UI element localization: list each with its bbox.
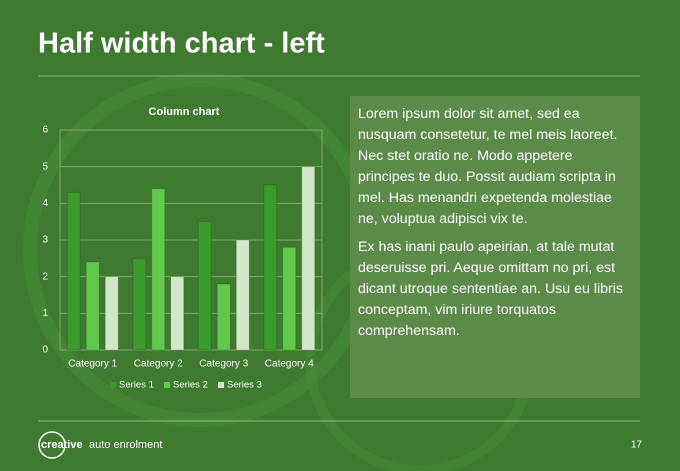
y-tick-label: 6 — [42, 125, 48, 136]
x-tick-label: Category 3 — [199, 359, 248, 370]
text-box: Lorem ipsum dolor sit amet, sed ea nusqu… — [350, 96, 640, 398]
logo-mark — [38, 431, 66, 459]
legend-label: Series 1 — [119, 380, 154, 391]
y-tick-label: 0 — [42, 345, 48, 356]
legend-label: Series 3 — [227, 380, 262, 391]
bar — [85, 261, 100, 351]
legend-swatch — [164, 382, 170, 388]
bar — [104, 276, 119, 351]
legend-label: Series 2 — [173, 380, 208, 391]
legend-swatch — [218, 382, 224, 388]
bar — [132, 257, 147, 351]
bar — [282, 246, 297, 351]
bar — [66, 191, 81, 351]
page-number: 17 — [631, 440, 643, 451]
bar — [263, 184, 278, 351]
paragraph: Ex has inani paulo apeirian, at tale mut… — [358, 239, 623, 339]
bar — [151, 188, 166, 351]
y-tick-label: 2 — [42, 271, 48, 282]
y-tick-label: 3 — [42, 235, 48, 246]
paragraph: Lorem ipsum dolor sit amet, sed ea nusqu… — [358, 106, 618, 227]
logo-brand: creative — [41, 439, 83, 451]
x-tick-label: Category 4 — [265, 359, 314, 370]
x-tick-label: Category 1 — [68, 359, 117, 370]
y-tick-label: 5 — [42, 161, 48, 172]
y-tick-label: 1 — [42, 308, 48, 319]
bar — [301, 166, 316, 351]
chart-title: Column chart — [149, 106, 220, 118]
y-tick-label: 4 — [42, 198, 48, 209]
slide-title: Half width chart - left — [38, 28, 325, 60]
bar — [235, 239, 250, 351]
x-tick-label: Category 2 — [134, 359, 183, 370]
legend-swatch — [110, 382, 116, 388]
logo-product: auto enrolment — [89, 439, 162, 451]
bar — [216, 283, 231, 351]
bar — [197, 221, 212, 351]
bar — [170, 276, 185, 351]
